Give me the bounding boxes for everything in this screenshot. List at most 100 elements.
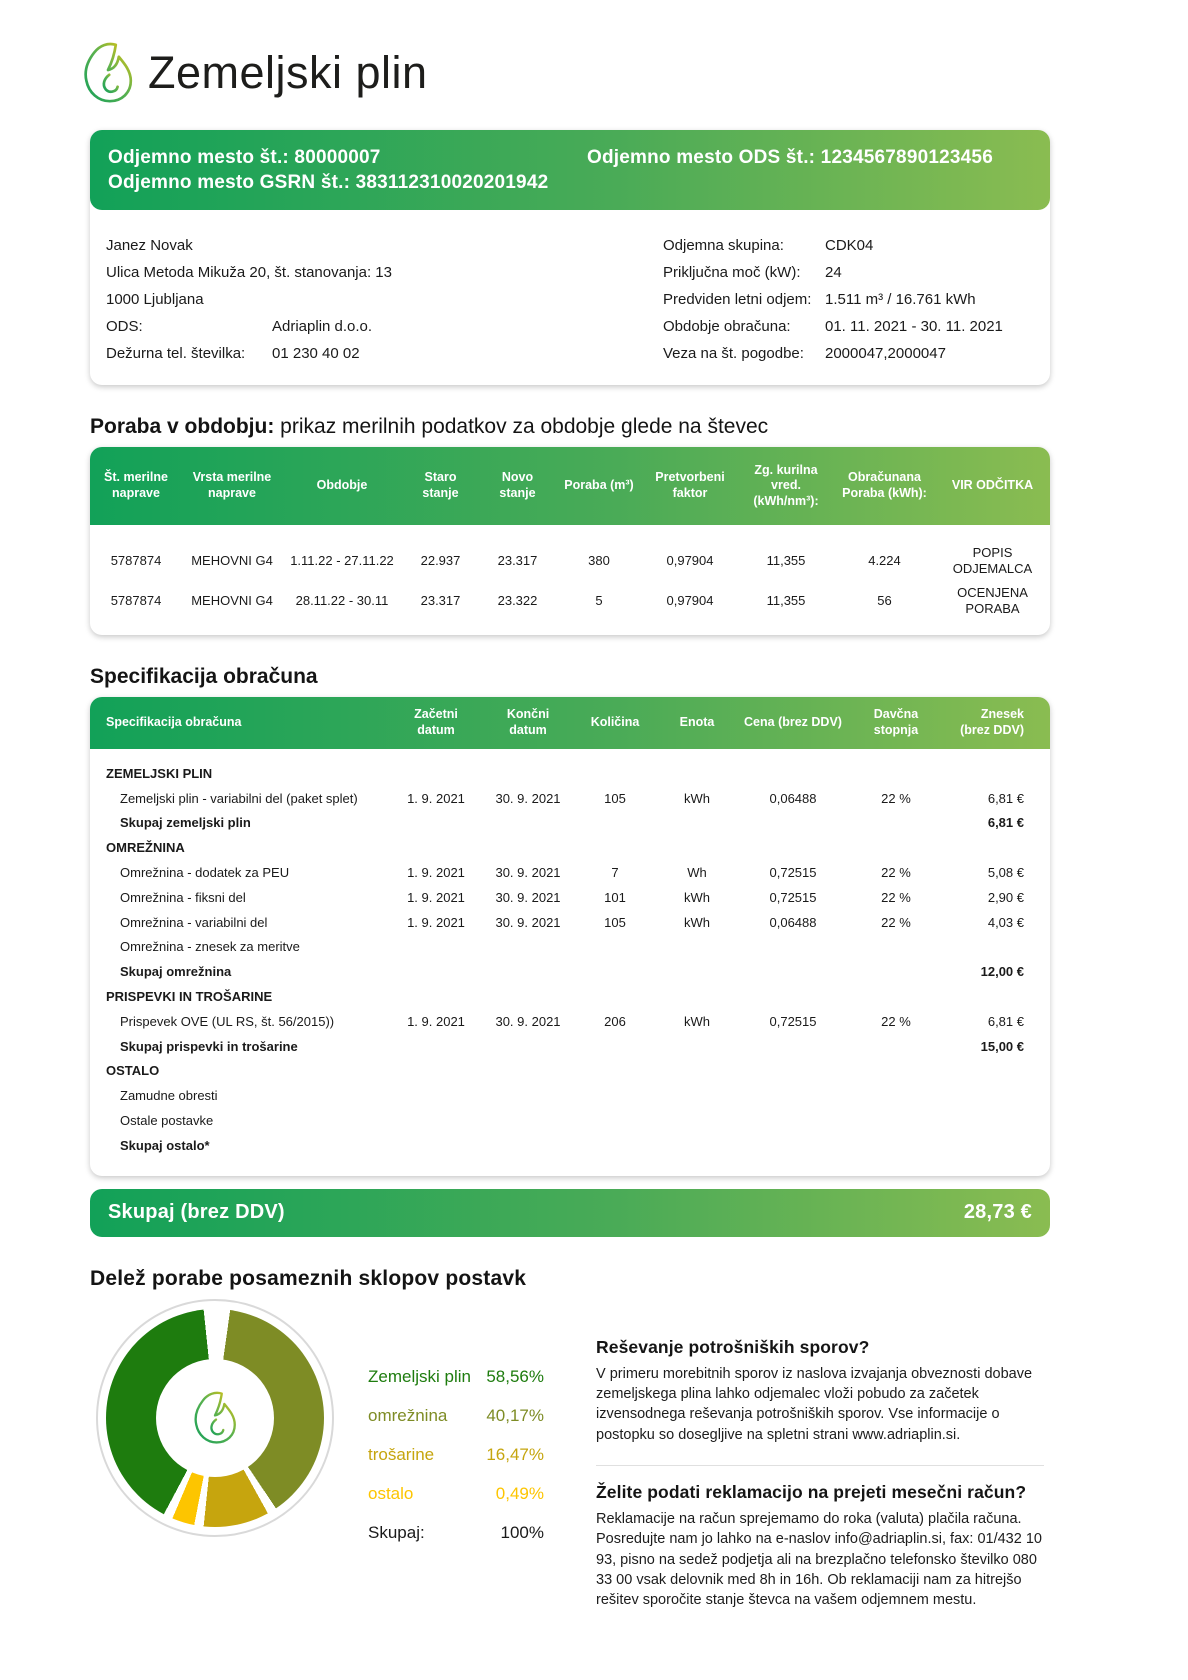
logo: Zemeljski plin bbox=[78, 40, 1188, 106]
consumption-table-header: Št. merilne naprave Vrsta merilne naprav… bbox=[90, 447, 1050, 525]
ods-value: Adriaplin d.o.o. bbox=[272, 318, 373, 335]
flame-logo-icon bbox=[84, 42, 133, 103]
total-amount: 28,73 € bbox=[963, 1201, 1032, 1224]
spec-cell: 0,72515 bbox=[769, 889, 817, 905]
legend-value: 40,17% bbox=[486, 1405, 544, 1425]
consumption-header-cell: VIR ODČITKA bbox=[951, 478, 1034, 493]
legend-label: ostalo bbox=[368, 1483, 414, 1503]
power-value: 24 bbox=[824, 264, 842, 281]
spec-group-row: PRISPEVKI IN TROŠARINE bbox=[90, 984, 1050, 1009]
spec-cell: 22 % bbox=[881, 790, 911, 806]
consumption-table: Št. merilne naprave Vrsta merilne naprav… bbox=[90, 447, 1050, 635]
spec-section-heading: Specifikacija obračuna bbox=[90, 665, 1188, 689]
spec-header-cell: Začetni datum bbox=[414, 707, 458, 737]
customer-address: Ulica Metoda Mikuža 20, št. stanovanja: … bbox=[106, 264, 392, 281]
group-value: CDK04 bbox=[824, 237, 874, 254]
spec-cell: kWh bbox=[684, 889, 710, 905]
spec-cell: 22 % bbox=[881, 1013, 911, 1029]
total-label: Skupaj (brez DDV) bbox=[108, 1201, 285, 1224]
table-cell: OCENJENA PORABA bbox=[957, 584, 1028, 616]
ods-label: ODS: bbox=[106, 318, 143, 335]
consumption-header-cell: Novo stanje bbox=[499, 470, 536, 500]
spec-cell: 1. 9. 2021 bbox=[407, 889, 465, 905]
spec-subtotal-row: Skupaj prispevki in trošarine 15,00 € bbox=[90, 1034, 1050, 1059]
customer-card: Odjemno mesto št.: 80000007 Odjemno mest… bbox=[90, 130, 1050, 385]
table-cell: 23.317 bbox=[497, 552, 538, 568]
spec-item-row: Prispevek OVE (UL RS, št. 56/2015)) 1. 9.… bbox=[90, 1009, 1050, 1034]
spec-cell: 30. 9. 2021 bbox=[495, 865, 561, 881]
spec-cell: 101 bbox=[604, 889, 626, 905]
spec-cell: Omrežnina - variabilni del bbox=[120, 914, 268, 930]
spec-header-cell: Davčna stopnja bbox=[873, 707, 919, 737]
legend-label: Zemeljski plin bbox=[368, 1366, 471, 1386]
group-label: Odjemna skupina: bbox=[662, 237, 784, 254]
table-row: 5787874 MEHOVNI G4 28.11.22 - 30.11 23.317 2… bbox=[90, 581, 1050, 621]
spec-cell: 15,00 € bbox=[980, 1038, 1024, 1054]
spec-cell: 6,81 € bbox=[987, 790, 1024, 806]
meta-line-1: Odjemno mesto št.: 80000007 bbox=[108, 147, 381, 168]
spec-cell: 30. 9. 2021 bbox=[495, 914, 561, 930]
spec-item-row: Ostale postavke bbox=[90, 1108, 1050, 1133]
flame-icon-center bbox=[194, 1391, 236, 1444]
consumption-header-cell: Pretvorbeni faktor bbox=[655, 470, 725, 500]
spec-cell: 2,90 € bbox=[987, 889, 1024, 905]
spec-cell: 1. 9. 2021 bbox=[407, 914, 465, 930]
chart-legend: Zemeljski plin 58,56% omrežnina 40,17% tro… bbox=[368, 1367, 544, 1543]
phone-label: Dežurna tel. številka: bbox=[106, 345, 246, 362]
table-cell: 56 bbox=[877, 592, 892, 608]
table-cell: 11,355 bbox=[766, 592, 806, 608]
donut-chart bbox=[106, 1308, 324, 1527]
spec-item-row: Omrežnina - variabilni del 1. 9. 2021 30. … bbox=[90, 910, 1050, 935]
total-bar: Skupaj (brez DDV) 28,73 € bbox=[90, 1188, 1050, 1237]
spec-table: Specifikacija obračuna Začetni datum Kon… bbox=[90, 697, 1050, 1176]
spec-cell: Prispevek OVE (UL RS, št. 56/2015)) bbox=[120, 1013, 335, 1029]
consumption-header-cell: Št. merilne naprave bbox=[104, 470, 168, 500]
spec-cell: 0,72515 bbox=[769, 1013, 817, 1029]
spec-cell: 6,81 € bbox=[987, 815, 1024, 831]
power-label: Priključna moč (kW): bbox=[662, 264, 801, 281]
spec-subtotal-row: Skupaj zemeljski plin 6,81 € bbox=[90, 811, 1050, 836]
spec-item-row: Omrežnina - dodatek za PEU 1. 9. 2021 30. … bbox=[90, 860, 1050, 885]
spec-header-cell: Znesek (brez DDV) bbox=[960, 707, 1024, 737]
contract-value: 2000047,2000047 bbox=[824, 345, 946, 362]
spec-cell: ZEMELJSKI PLIN bbox=[106, 765, 213, 781]
spec-cell: 5,08 € bbox=[987, 865, 1024, 881]
table-cell: 23.322 bbox=[497, 592, 538, 608]
spec-header-cell: Končni datum bbox=[506, 707, 550, 737]
meta-line-right: Odjemno mesto ODS št.: 1234567890123456 bbox=[587, 147, 993, 168]
spec-cell: 1. 9. 2021 bbox=[407, 790, 465, 806]
legend-row: omrežnina 40,17% bbox=[368, 1406, 544, 1426]
consumption-header-cell: Poraba (m³) bbox=[564, 478, 634, 493]
table-cell: 5787874 bbox=[110, 552, 162, 568]
spec-cell: Zemeljski plin - variabilni del (paket s… bbox=[120, 790, 358, 806]
legend-label: trošarine bbox=[368, 1444, 435, 1464]
spec-cell: Skupaj zemeljski plin bbox=[120, 815, 251, 831]
spec-group-row: OSTALO bbox=[90, 1059, 1050, 1084]
spec-item-row: Zamudne obresti bbox=[90, 1083, 1050, 1108]
legend-value: 0,49% bbox=[495, 1483, 544, 1503]
legend-value: 16,47% bbox=[486, 1444, 544, 1464]
spec-cell: 22 % bbox=[881, 865, 911, 881]
table-cell: 5787874 bbox=[110, 592, 162, 608]
spec-cell: 105 bbox=[604, 790, 626, 806]
spec-group-row: OMREŽNINA bbox=[90, 835, 1050, 860]
spec-cell: OSTALO bbox=[106, 1063, 160, 1079]
spec-cell: Skupaj omrežnina bbox=[120, 964, 232, 980]
spec-cell: 0,06488 bbox=[769, 790, 817, 806]
spec-table-header: Specifikacija obračuna Začetni datum Kon… bbox=[90, 697, 1050, 749]
spec-cell: Wh bbox=[687, 865, 707, 881]
annual-value: 1.511 m³ / 16.761 kWh bbox=[824, 291, 976, 308]
consumption-section-heading: Poraba v obdobju: prikaz merilnih podatk… bbox=[90, 415, 1188, 439]
legend-label: Skupaj: bbox=[368, 1522, 425, 1542]
legend-row: trošarine 16,47% bbox=[368, 1445, 544, 1465]
table-cell: 11,355 bbox=[766, 552, 806, 568]
chart-section: Zemeljski plin 58,56% omrežnina 40,17% tro… bbox=[96, 1298, 1188, 1611]
spec-cell: OMREŽNINA bbox=[106, 840, 185, 856]
table-cell: 4.224 bbox=[868, 552, 901, 568]
spec-cell: Skupaj prispevki in trošarine bbox=[120, 1038, 298, 1054]
customer-right-column: Odjemna skupina: CDK04 Priključna moč (kW… bbox=[663, 232, 1003, 367]
customer-name: Janez Novak bbox=[106, 237, 193, 254]
spec-subtotal-row: Skupaj omrežnina 12,00 € bbox=[90, 959, 1050, 984]
spec-cell: kWh bbox=[684, 790, 710, 806]
spec-header-cell: Cena (brez DDV) bbox=[744, 715, 842, 730]
